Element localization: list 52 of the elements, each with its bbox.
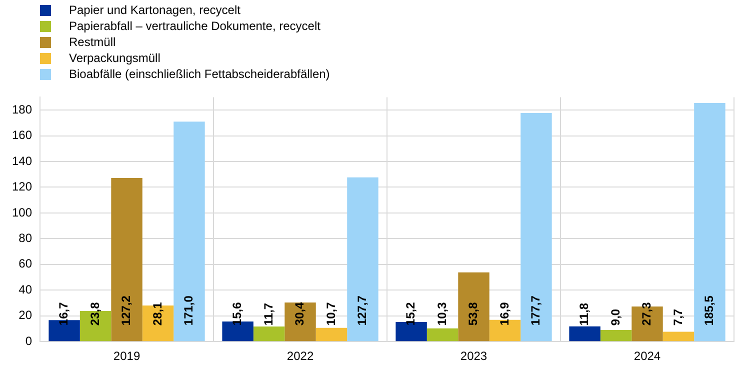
bar <box>284 302 316 342</box>
data-label: 10,7 <box>324 302 338 326</box>
x-tick-label: 2022 <box>286 349 314 364</box>
bar <box>520 113 552 342</box>
data-label: 127,2 <box>119 295 134 326</box>
bar <box>694 102 726 342</box>
data-label: 16,7 <box>56 302 71 326</box>
y-tick-label: 160 <box>12 128 32 142</box>
y-tick-label: 120 <box>12 180 32 194</box>
y-tick-label: 40 <box>18 282 32 296</box>
legend-label: Bioabfälle (einschließlich Fettabscheiderabfällen) <box>69 67 330 81</box>
data-label: 30,4 <box>292 302 307 326</box>
y-tick-label: 20 <box>18 308 32 322</box>
legend-label: Papierabfall – vertrauliche Dokumente, recycelt <box>69 19 320 33</box>
legend-label: Verpackungsmüll <box>69 51 160 65</box>
bar <box>253 326 285 342</box>
data-label: 11,7 <box>261 302 276 326</box>
data-label: 127,7 <box>355 295 370 326</box>
data-label: 185,5 <box>702 295 716 326</box>
bar <box>662 332 694 342</box>
bar <box>347 177 378 342</box>
y-tick-label: 180 <box>12 102 32 116</box>
y-tick-label: 100 <box>12 205 32 220</box>
data-label: 15,6 <box>230 302 244 326</box>
legend-label: Papier und Kartonagen, recycelt <box>69 3 240 17</box>
data-label: 11,8 <box>577 302 592 326</box>
x-tick-label: 2023 <box>460 349 488 364</box>
y-tick-label: 80 <box>18 231 32 246</box>
bar <box>600 330 632 342</box>
data-label: 28,1 <box>150 302 164 326</box>
data-label: 27,3 <box>640 302 654 326</box>
data-label: 9,0 <box>608 308 622 326</box>
data-label: 16,9 <box>497 302 512 326</box>
y-tick-label: 0 <box>25 334 32 348</box>
y-tick-label: 60 <box>18 256 32 271</box>
data-label: 177,7 <box>528 295 543 326</box>
legend-label: Restmüll <box>69 35 116 49</box>
bar <box>174 122 205 342</box>
data-label: 15,2 <box>404 302 418 326</box>
data-label: 23,8 <box>88 302 102 326</box>
bar <box>316 328 348 342</box>
data-label: 171,0 <box>182 295 196 326</box>
x-tick-label: 2024 <box>634 349 661 364</box>
data-label: 10,3 <box>434 302 449 326</box>
data-label: 53,8 <box>466 302 480 326</box>
bar <box>111 178 142 342</box>
data-label: 7,7 <box>670 308 685 326</box>
y-tick-label: 140 <box>12 154 32 168</box>
bar <box>569 326 600 342</box>
bar <box>458 272 490 342</box>
bar <box>426 328 458 342</box>
x-tick-label: 2019 <box>113 349 140 364</box>
